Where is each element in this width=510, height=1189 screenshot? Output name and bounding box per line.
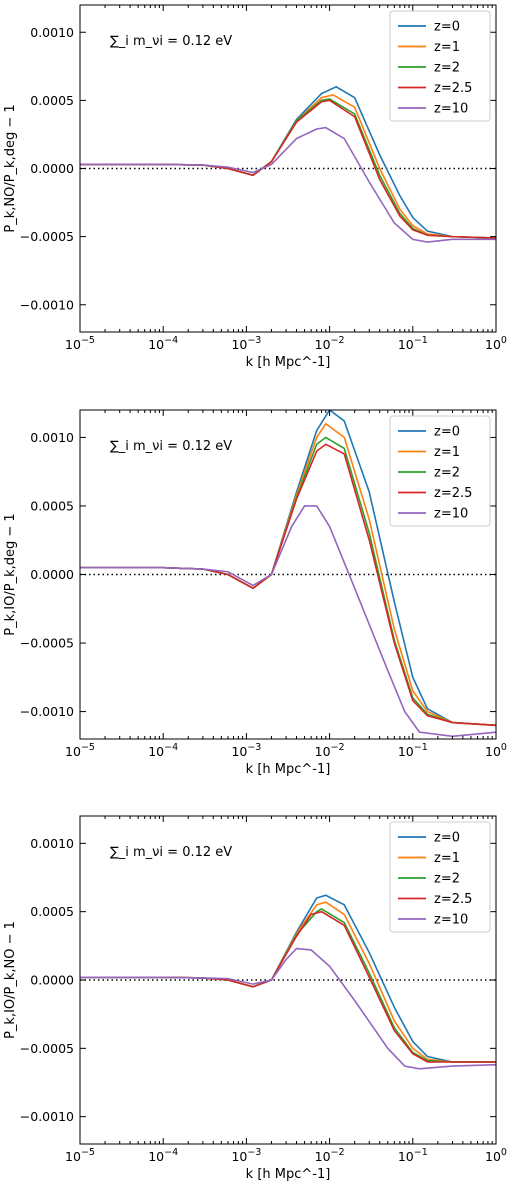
x-tick-label: 10−5 bbox=[65, 1147, 95, 1164]
legend-label: z=2.5 bbox=[434, 892, 472, 907]
legend-label: z=1 bbox=[434, 445, 460, 460]
y-axis-label: P_k,IO/P_k,deg − 1 bbox=[3, 513, 18, 635]
x-tick-label: 10−4 bbox=[148, 335, 178, 352]
legend-label: z=0 bbox=[434, 20, 460, 35]
series-line-z10 bbox=[80, 505, 496, 738]
x-tick-label: 10−1 bbox=[398, 742, 428, 759]
legend-box bbox=[389, 821, 491, 933]
x-tick-label: 10−2 bbox=[315, 742, 345, 759]
y-tick-label: 0.0005 bbox=[30, 904, 74, 919]
y-tick-label: −0.0010 bbox=[20, 704, 74, 719]
y-tick-label: 0.0005 bbox=[30, 93, 74, 108]
y-tick-label: 0.0010 bbox=[30, 25, 74, 40]
chart-panel-2: 10−5 10−4 10−3 10−2 10−1 100 0.0010 0.0005 0.000… bbox=[3, 409, 507, 777]
x-tick-label: 10−1 bbox=[398, 1147, 428, 1164]
legend-label: z=1 bbox=[434, 40, 460, 55]
x-axis-label: k [h Mpc^-1] bbox=[246, 762, 331, 777]
series-line-z2.5 bbox=[80, 910, 496, 1063]
legend-label: z=2.5 bbox=[434, 81, 472, 96]
x-tick-label: 100 bbox=[485, 335, 507, 352]
series-line-z10 bbox=[80, 947, 496, 1070]
legend-label: z=10 bbox=[434, 102, 468, 117]
y-axis-label: P_k,IO/P_k,NO − 1 bbox=[3, 921, 18, 1039]
x-axis-label: k [h Mpc^-1] bbox=[246, 1167, 331, 1182]
series-line-z10 bbox=[80, 126, 496, 243]
y-tick-label: −0.0005 bbox=[20, 636, 74, 651]
y-axis-label: P_k,NO/P_k,deg − 1 bbox=[3, 104, 18, 232]
x-tick-label: 10−2 bbox=[315, 1147, 345, 1164]
legend-label: z=2 bbox=[434, 61, 460, 76]
legend-label: z=0 bbox=[434, 831, 460, 846]
legend-label: z=10 bbox=[434, 507, 468, 522]
y-tick-label: 0.0000 bbox=[30, 567, 74, 582]
x-tick-label: 10−5 bbox=[65, 335, 95, 352]
x-tick-label: 10−2 bbox=[315, 335, 345, 352]
y-tick-label: 0.0000 bbox=[30, 973, 74, 988]
x-tick-label: 10−3 bbox=[231, 742, 261, 759]
legend-label: z=2 bbox=[434, 872, 460, 887]
y-tick-label: 0.0010 bbox=[30, 430, 74, 445]
x-tick-label: 100 bbox=[485, 742, 507, 759]
legend-label: z=2 bbox=[434, 466, 460, 481]
legend-label: z=2.5 bbox=[434, 486, 472, 501]
y-tick-label: −0.0010 bbox=[20, 1109, 74, 1124]
y-tick-label: −0.0005 bbox=[20, 229, 74, 244]
y-tick-label: 0.0005 bbox=[30, 498, 74, 513]
chart-panel-1: 10−5 10−4 10−3 10−2 10−1 100 0.0010 0.0005 0.000… bbox=[3, 4, 507, 370]
x-tick-label: 10−4 bbox=[148, 1147, 178, 1164]
y-tick-label: −0.0005 bbox=[20, 1041, 74, 1056]
series-line-z2.5 bbox=[80, 443, 496, 727]
x-tick-label: 100 bbox=[485, 1147, 507, 1164]
x-tick-label: 10−4 bbox=[148, 742, 178, 759]
y-tick-label: 0.0010 bbox=[30, 836, 74, 851]
x-tick-label: 10−1 bbox=[398, 335, 428, 352]
x-tick-label: 10−3 bbox=[231, 1147, 261, 1164]
legend-label: z=1 bbox=[434, 851, 460, 866]
legend-label: z=0 bbox=[434, 425, 460, 440]
x-axis-label: k [h Mpc^-1] bbox=[246, 355, 331, 370]
x-tick-label: 10−5 bbox=[65, 742, 95, 759]
legend-label: z=10 bbox=[434, 913, 468, 928]
neutrino-mass-annotation: ∑_i m_νi = 0.12 eV bbox=[110, 845, 232, 860]
neutrino-mass-annotation: ∑_i m_νi = 0.12 eV bbox=[110, 34, 232, 49]
x-tick-label: 10−3 bbox=[231, 335, 261, 352]
y-tick-label: 0.0000 bbox=[30, 161, 74, 176]
y-tick-label: −0.0010 bbox=[20, 297, 74, 312]
chart-panel-3: 10−5 10−4 10−3 10−2 10−1 100 0.0010 0.0005 0.000… bbox=[3, 815, 507, 1182]
legend-box bbox=[389, 415, 491, 527]
neutrino-mass-annotation: ∑_i m_νi = 0.12 eV bbox=[110, 439, 232, 454]
legend-box bbox=[389, 10, 491, 122]
